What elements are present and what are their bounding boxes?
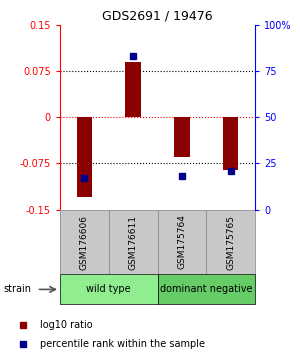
Text: GSM175764: GSM175764 — [177, 215, 186, 269]
Text: GSM176606: GSM176606 — [80, 215, 89, 269]
Bar — [109, 210, 158, 274]
Bar — [174, 117, 190, 157]
Bar — [158, 210, 206, 274]
Text: percentile rank within the sample: percentile rank within the sample — [40, 339, 205, 349]
Text: GSM176611: GSM176611 — [129, 215, 138, 269]
Bar — [125, 62, 141, 117]
Text: log10 ratio: log10 ratio — [40, 320, 92, 330]
Bar — [76, 117, 92, 197]
Bar — [60, 210, 109, 274]
Title: GDS2691 / 19476: GDS2691 / 19476 — [102, 9, 213, 22]
Text: strain: strain — [3, 284, 31, 295]
Bar — [206, 210, 255, 274]
Text: wild type: wild type — [86, 284, 131, 295]
Bar — [223, 117, 239, 170]
Bar — [158, 274, 255, 304]
Text: GSM175765: GSM175765 — [226, 215, 235, 269]
Text: dominant negative: dominant negative — [160, 284, 253, 295]
Bar — [60, 274, 158, 304]
